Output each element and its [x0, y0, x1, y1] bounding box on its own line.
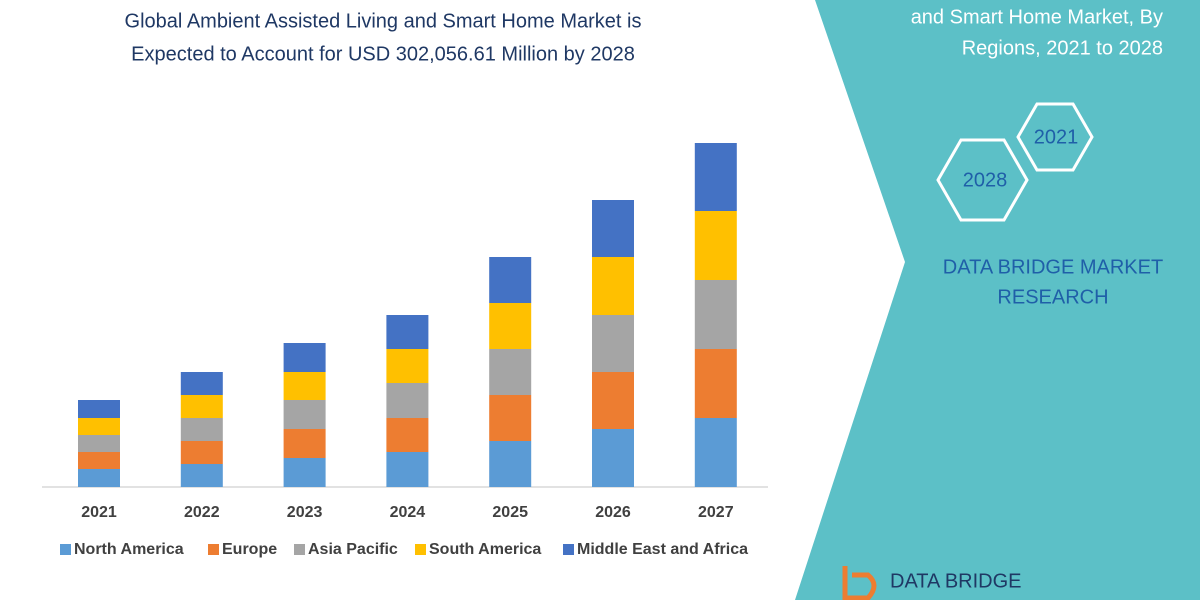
bar-segment — [489, 395, 532, 441]
legend-label: North America — [74, 541, 184, 558]
legend-swatch — [294, 544, 305, 555]
legend-label: Europe — [222, 541, 277, 558]
bar-segment — [180, 464, 223, 487]
bar-segment — [180, 441, 223, 464]
legend-label: Asia Pacific — [308, 541, 398, 558]
bar-segment — [489, 257, 532, 303]
legend-swatch — [208, 544, 219, 555]
bar-segment — [283, 400, 326, 429]
bar-segment — [283, 372, 326, 400]
brand-text: DATA BRIDGE MARKET — [943, 256, 1163, 278]
bar-segment — [283, 458, 326, 487]
bar-segment — [78, 469, 120, 487]
bar-segment — [386, 315, 429, 349]
side-panel — [795, 0, 1200, 600]
bar-segment — [694, 349, 737, 418]
bar-segment — [489, 349, 532, 395]
legend-swatch — [60, 544, 71, 555]
x-tick-label: 2022 — [184, 504, 220, 521]
bar-segment — [694, 211, 737, 280]
legend-label: South America — [429, 541, 541, 558]
bar-segment — [283, 343, 326, 372]
x-tick-label: 2024 — [390, 504, 426, 521]
panel-heading: Regions, 2021 to 2028 — [962, 37, 1163, 59]
bar-segment — [694, 280, 737, 349]
bar-segment — [78, 418, 120, 435]
x-tick-label: 2023 — [287, 504, 323, 521]
bar-segment — [180, 372, 223, 395]
legend-swatch — [563, 544, 574, 555]
bar-segment — [592, 315, 634, 372]
bar-segment — [386, 418, 429, 452]
bar-segment — [180, 395, 223, 418]
bar-segment — [78, 435, 120, 452]
x-tick-label: 2027 — [698, 504, 734, 521]
bar-segment — [180, 418, 223, 441]
bar-segment — [592, 257, 634, 315]
bar-segment — [78, 452, 120, 469]
x-tick-label: 2021 — [81, 504, 117, 521]
bar-segment — [592, 429, 634, 487]
bar-segment — [489, 441, 532, 487]
bar-segment — [386, 452, 429, 487]
hexagon — [1016, 102, 1094, 172]
hexagon-label: 2028 — [963, 169, 1008, 191]
brand-text: RESEARCH — [997, 286, 1108, 308]
bar-segment — [386, 383, 429, 418]
bar-segment — [694, 418, 737, 487]
x-tick-label: 2026 — [595, 504, 631, 521]
bar-segment — [78, 400, 120, 418]
bar-segment — [694, 143, 737, 211]
bar-segment — [592, 372, 634, 429]
bar-segment — [592, 200, 634, 257]
hexagon-label: 2021 — [1034, 126, 1079, 148]
logo-text: DATA BRIDGE — [890, 570, 1022, 592]
legend-label: Middle East and Africa — [577, 541, 748, 558]
chart-title: Expected to Account for USD 302,056.61 M… — [131, 43, 635, 65]
legend-swatch — [415, 544, 426, 555]
hexagon — [936, 138, 1029, 222]
x-tick-label: 2025 — [492, 504, 528, 521]
panel-heading: and Smart Home Market, By — [911, 6, 1163, 28]
chart-title: Global Ambient Assisted Living and Smart… — [125, 10, 642, 32]
logo-icon — [842, 566, 877, 600]
bar-segment — [489, 303, 532, 349]
bar-segment — [283, 429, 326, 458]
bar-segment — [386, 349, 429, 383]
